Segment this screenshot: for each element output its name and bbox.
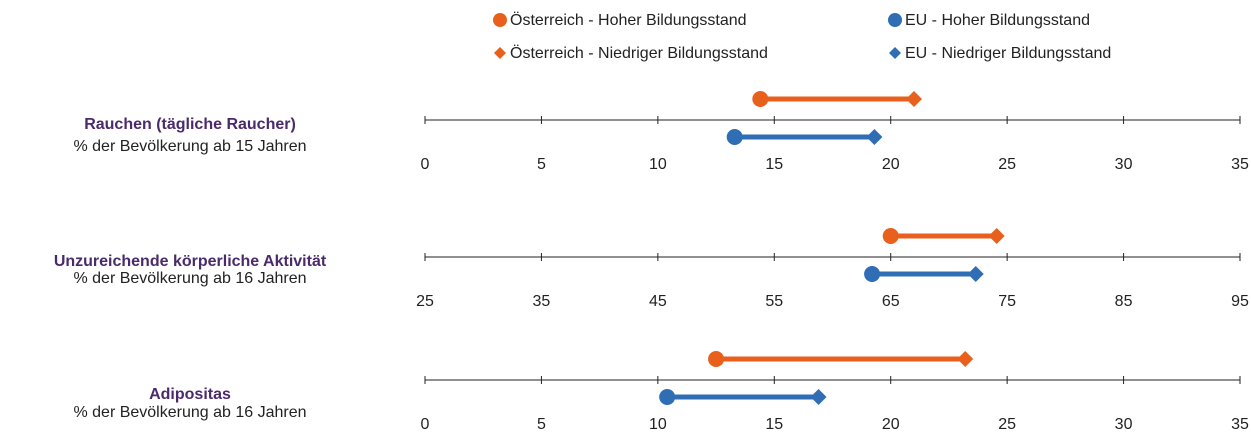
legend-marker <box>493 13 507 27</box>
panel-title: Adipositas <box>149 386 231 403</box>
diamond <box>906 91 922 107</box>
dot <box>659 389 676 405</box>
diamond <box>866 129 883 145</box>
panel-subtitle: % der Bevölkerung ab 16 Jahren <box>73 404 306 421</box>
x-tick-label: 25 <box>998 156 1016 173</box>
dot <box>882 228 899 244</box>
diamond <box>810 389 827 405</box>
diamond <box>957 351 974 367</box>
x-tick-label: 35 <box>1231 156 1249 173</box>
x-tick-label: 30 <box>1115 416 1133 433</box>
diamond <box>988 228 1005 244</box>
legend-label: Österreich - Niedriger Bildungsstand <box>510 44 768 62</box>
legend-label: Österreich - Hoher Bildungsstand <box>510 11 747 29</box>
x-tick-label: 75 <box>998 293 1016 310</box>
x-tick-label: 5 <box>537 416 546 433</box>
panel-title: Unzureichende körperliche Aktivität <box>54 253 327 270</box>
legend-label: EU - Niedriger Bildungsstand <box>905 45 1111 62</box>
x-tick-label: 15 <box>765 416 783 433</box>
x-tick-label: 95 <box>1231 293 1249 310</box>
legend-marker <box>889 47 901 59</box>
x-tick-label: 5 <box>537 156 546 173</box>
diamond <box>967 266 984 282</box>
x-tick-label: 10 <box>649 416 667 433</box>
x-tick-label: 45 <box>649 293 667 310</box>
x-tick-label: 55 <box>765 293 783 310</box>
x-tick-label: 0 <box>421 156 430 173</box>
dot <box>864 266 881 282</box>
panel-subtitle: % der Bevölkerung ab 15 Jahren <box>73 138 306 155</box>
x-tick-label: 30 <box>1115 156 1133 173</box>
dot <box>708 351 725 367</box>
x-tick-label: 65 <box>882 293 900 310</box>
x-tick-label: 10 <box>649 156 667 173</box>
x-tick-label: 85 <box>1115 293 1133 310</box>
x-tick-label: 35 <box>533 293 551 310</box>
x-tick-label: 25 <box>416 293 434 310</box>
legend-label: EU - Hoher Bildungsstand <box>905 12 1090 29</box>
dot <box>752 91 769 107</box>
x-tick-label: 0 <box>421 416 430 433</box>
x-tick-label: 20 <box>882 156 900 173</box>
x-tick-label: 35 <box>1231 416 1249 433</box>
panel-title: Rauchen (tägliche Raucher) <box>84 116 296 133</box>
legend-marker <box>888 13 902 27</box>
x-tick-label: 15 <box>765 156 783 173</box>
x-tick-label: 20 <box>882 416 900 433</box>
dot <box>726 129 743 145</box>
x-tick-label: 25 <box>998 416 1016 433</box>
legend-marker <box>494 47 506 59</box>
panel-subtitle: % der Bevölkerung ab 16 Jahren <box>73 270 306 287</box>
